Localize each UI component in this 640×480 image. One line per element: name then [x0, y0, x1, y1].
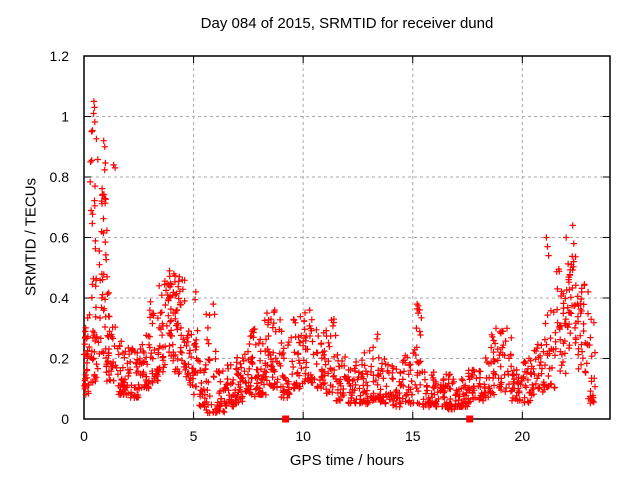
y-axis-label: SRMTID / TECUs — [22, 177, 40, 297]
axis-event-markers — [282, 415, 474, 423]
event-square-marker — [466, 415, 474, 423]
srmtid-scatter-points — [81, 98, 599, 417]
y-tick-label: 1 — [61, 109, 69, 125]
tick-labels: 0 5 10 15 20 0 0.2 0.4 0.6 0.8 1 1.2 — [50, 48, 531, 444]
x-tick-label: 15 — [405, 428, 421, 444]
x-tick-label: 5 — [190, 428, 198, 444]
x-tick-label: 20 — [515, 428, 531, 444]
y-tick-label: 0 — [61, 411, 69, 427]
x-axis-label: GPS time / hours — [289, 452, 405, 469]
chart-title: Day 084 of 2015, SRMTID for receiver dun… — [200, 15, 494, 32]
y-tick-label: 0.6 — [50, 230, 70, 246]
x-tick-label: 10 — [295, 428, 311, 444]
y-tick-label: 0.2 — [50, 351, 70, 367]
y-tick-label: 1.2 — [50, 48, 70, 64]
grid-lines — [84, 56, 610, 419]
y-tick-label: 0.8 — [50, 169, 70, 185]
tick-marks — [83, 55, 610, 420]
event-square-marker — [282, 415, 290, 423]
x-tick-label: 0 — [80, 428, 88, 444]
y-tick-label: 0.4 — [50, 290, 70, 306]
